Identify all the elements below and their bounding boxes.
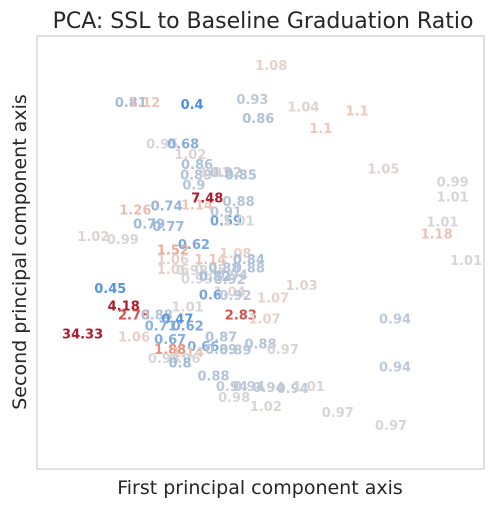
data-point-label: 0.68 bbox=[167, 138, 199, 153]
data-point-label: 0.4 bbox=[181, 98, 204, 113]
data-point-label: 0.74 bbox=[151, 200, 183, 215]
data-point-label: 0.88 bbox=[244, 338, 276, 353]
data-point-label: 1.1 bbox=[346, 104, 369, 119]
data-point-label: 1.01 bbox=[293, 380, 325, 395]
data-point-label: 0.79 bbox=[133, 218, 165, 233]
data-point-label: 1.14 bbox=[181, 199, 213, 214]
data-point-label: 0.97 bbox=[375, 419, 407, 434]
data-point-label: 0.88 bbox=[208, 261, 240, 276]
plot-area bbox=[36, 35, 485, 470]
data-point-label: 0.47 bbox=[161, 313, 193, 328]
data-point-label: 0.62 bbox=[172, 319, 204, 334]
data-point-label: 0.71 bbox=[145, 319, 177, 334]
data-point-label: 1.01 bbox=[172, 300, 204, 315]
data-point-label: 34.33 bbox=[62, 328, 103, 343]
data-point-label: 0.9 bbox=[182, 178, 205, 193]
data-point-label: 1.03 bbox=[199, 166, 231, 181]
data-point-label: 1.02 bbox=[250, 400, 282, 415]
data-point-label: 1.06 bbox=[118, 331, 150, 346]
data-point-label: 0.94 bbox=[379, 361, 411, 376]
data-point-label: 1.07 bbox=[248, 313, 280, 328]
data-point-label: 0.59 bbox=[210, 215, 242, 230]
data-point-label: 1.12 bbox=[128, 96, 160, 111]
data-point-label: 1.01 bbox=[437, 190, 469, 205]
data-point-label: 0.97 bbox=[267, 343, 299, 358]
data-point-label: 1.01 bbox=[450, 254, 482, 269]
data-point-label: 0.99 bbox=[437, 175, 469, 190]
data-point-label: 0.96 bbox=[168, 352, 200, 367]
data-point-label: 0.88 bbox=[223, 195, 255, 210]
data-point-label: 1.14 bbox=[172, 346, 204, 361]
data-point-label: 0.85 bbox=[225, 168, 257, 183]
data-point-label: 0.67 bbox=[154, 333, 186, 348]
data-point-label: 0.94 bbox=[216, 268, 248, 283]
data-point-label: 1.18 bbox=[421, 228, 453, 243]
data-point-label: 0.98 bbox=[218, 391, 250, 406]
y-axis-label: Second principal component axis bbox=[9, 94, 31, 410]
data-point-label: 1.04 bbox=[214, 285, 246, 300]
data-point-label: 0.99 bbox=[181, 272, 213, 287]
data-point-label: 0.97 bbox=[322, 406, 354, 421]
data-point-label: 0.95 bbox=[148, 352, 180, 367]
data-point-label: 0.91 bbox=[210, 206, 242, 221]
data-point-label: 0.81 bbox=[115, 96, 147, 111]
data-point-label: 0.98 bbox=[176, 264, 208, 279]
data-point-label: 0.86 bbox=[181, 158, 213, 173]
data-point-label: 0.8 bbox=[169, 357, 192, 372]
data-point-label: 1.06 bbox=[157, 253, 189, 268]
data-point-label: 0.45 bbox=[94, 282, 126, 297]
data-point-label: 0.86 bbox=[242, 112, 274, 127]
data-point-label: 0.89 bbox=[219, 344, 251, 359]
data-point-label: 1.26 bbox=[119, 203, 151, 218]
data-point-label: 4.18 bbox=[108, 300, 140, 315]
data-point-label: 1.14 bbox=[194, 253, 226, 268]
data-point-label: 1.08 bbox=[255, 59, 287, 74]
data-point-label: 0.62 bbox=[178, 238, 210, 253]
data-point-label: 0.99 bbox=[107, 233, 139, 248]
data-point-label: 1.02 bbox=[174, 148, 206, 163]
data-point-label: 1.01 bbox=[426, 216, 458, 231]
chart-title: PCA: SSL to Baseline Graduation Ratio bbox=[53, 9, 474, 34]
data-point-label: 1.52 bbox=[157, 243, 189, 258]
data-point-label: 0.94 bbox=[253, 381, 285, 396]
data-point-label: 0.88 bbox=[198, 370, 230, 385]
data-point-label: 1.07 bbox=[257, 291, 289, 306]
data-point-label: 0.92 bbox=[219, 289, 251, 304]
data-point-label: 0.94 bbox=[233, 380, 265, 395]
data-point-label: 0.88 bbox=[141, 309, 173, 324]
data-point-label: 0.77 bbox=[152, 220, 184, 235]
data-point-label: 1.06 bbox=[157, 263, 189, 278]
data-point-label: 0.95 bbox=[194, 263, 226, 278]
data-point-label: 7.48 bbox=[191, 191, 223, 206]
data-point-label: 0.66 bbox=[187, 340, 219, 355]
data-point-label: 0.94 bbox=[277, 382, 309, 397]
data-point-label: 0.82 bbox=[199, 270, 231, 285]
data-point-label: 0.84 bbox=[233, 253, 265, 268]
data-point-label: 1.05 bbox=[367, 162, 399, 177]
data-points: 1.080.811.12 0.4 0.93 1.04 1.10.861.10.950.6… bbox=[62, 59, 482, 434]
data-point-label: 1.08 bbox=[219, 247, 251, 262]
data-point-label: 1.88 bbox=[154, 343, 186, 358]
data-point-label: 1.1 bbox=[309, 122, 332, 137]
data-point-label: 0.6 bbox=[199, 288, 222, 303]
x-axis-label: First principal component axis bbox=[117, 477, 403, 499]
data-point-label: 0.89 bbox=[180, 168, 212, 183]
data-point-label: 0.94 bbox=[379, 313, 411, 328]
data-point-label: 2.83 bbox=[225, 309, 257, 324]
data-point-label: 1.02 bbox=[77, 230, 109, 245]
data-point-label: 0.93 bbox=[236, 93, 268, 108]
data-point-label: 2.78 bbox=[118, 309, 150, 324]
data-point-label: 0.87 bbox=[205, 331, 237, 346]
data-point-label: 1.01 bbox=[223, 215, 255, 230]
data-point-label: 0.95 bbox=[146, 138, 178, 153]
data-point-label: 1.03 bbox=[286, 279, 318, 294]
data-point-label: 0.92 bbox=[214, 273, 246, 288]
data-point-label: 0.92 bbox=[210, 166, 242, 181]
data-point-label: 0.94 bbox=[216, 380, 248, 395]
data-point-label: 0.89 bbox=[205, 343, 237, 358]
data-point-label: 0.88 bbox=[233, 261, 265, 276]
data-point-label: 1.04 bbox=[287, 100, 319, 115]
